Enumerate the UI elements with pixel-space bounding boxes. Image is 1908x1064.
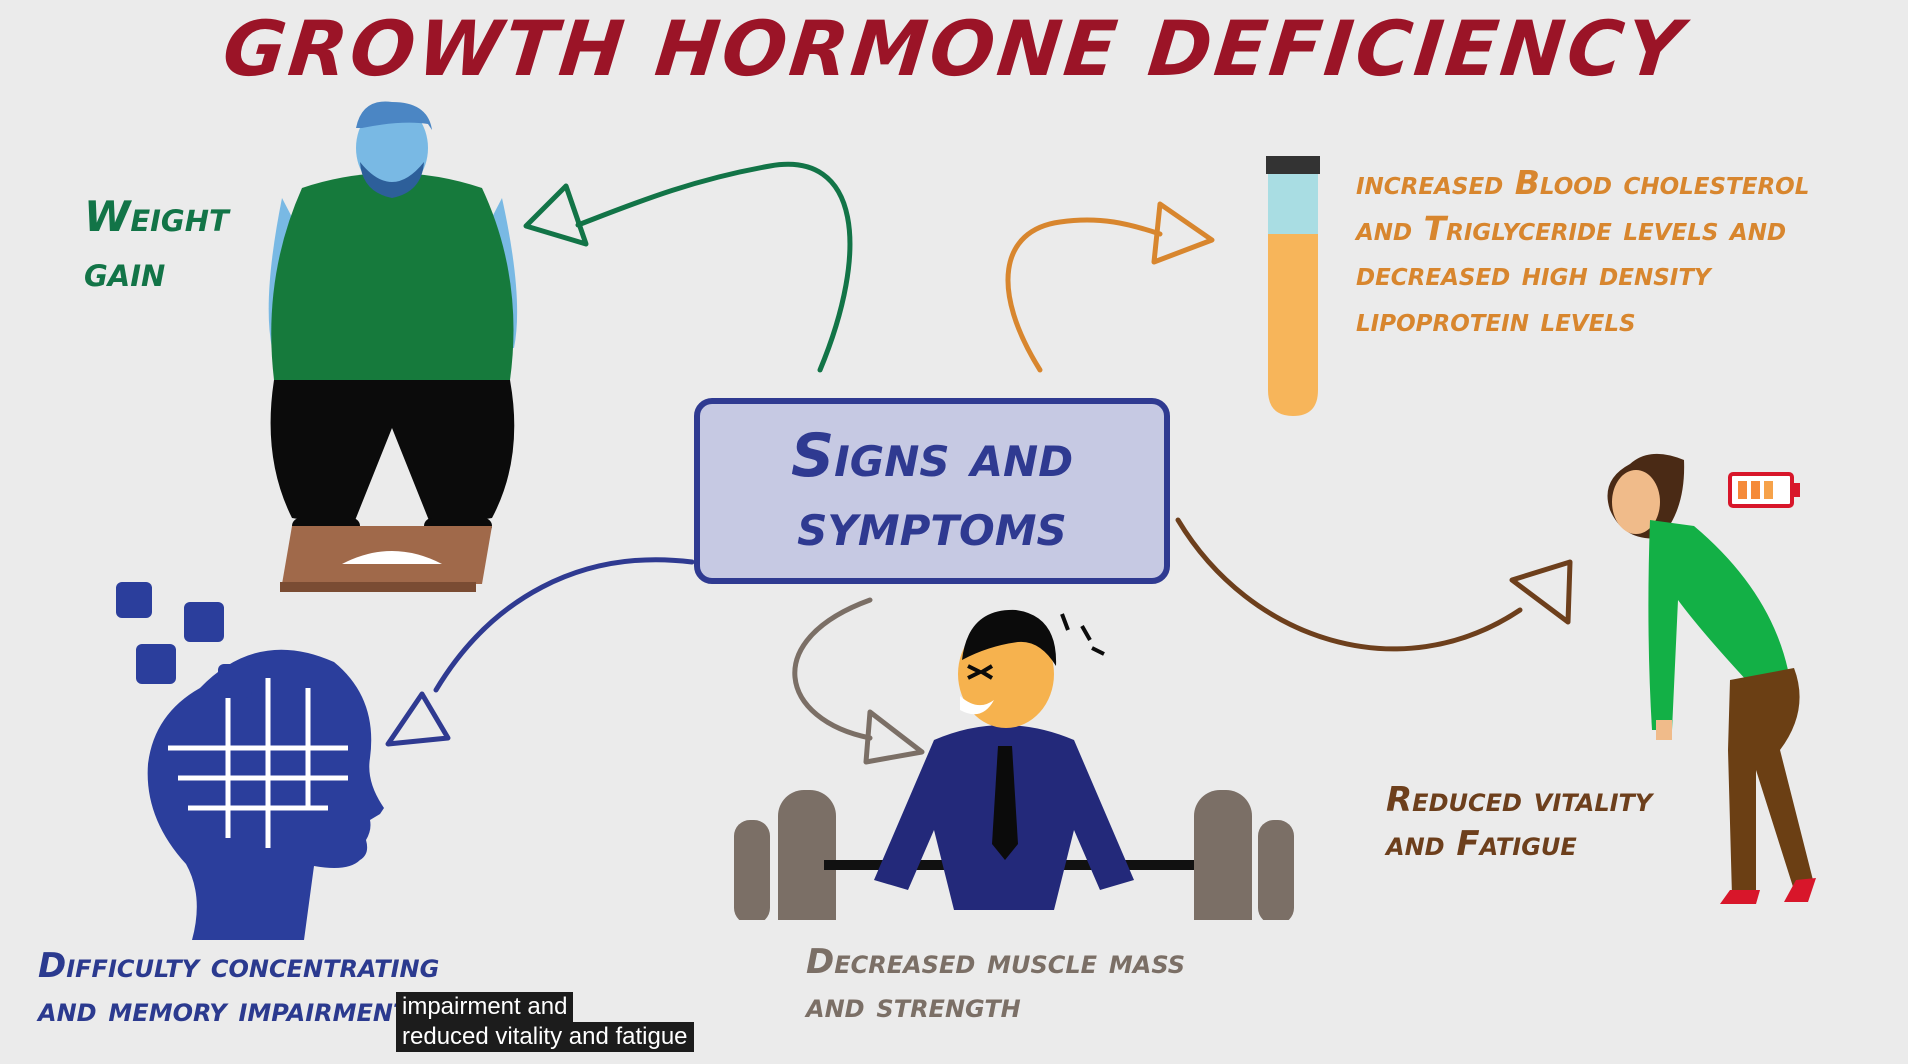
tired-woman-icon	[1607, 453, 1816, 904]
weight-gain-label: Weight gain	[84, 192, 229, 296]
arrow-to-concentration	[385, 557, 695, 747]
overweight-man-on-scale-icon	[268, 101, 518, 592]
caption-line-2: reduced vitality and fatigue	[396, 1022, 694, 1052]
concentration-label: Difficulty concentrating and memory impa…	[38, 946, 440, 1031]
arrow-to-cholesterol	[1005, 201, 1215, 373]
signs-and-symptoms-box: Signs and symptoms	[694, 398, 1170, 584]
fatigue-label: Reduced vitality and Fatigue	[1386, 780, 1653, 865]
caption-line-1: impairment and	[396, 992, 574, 1022]
puzzle-head-icon	[116, 582, 384, 940]
low-battery-icon	[1728, 472, 1800, 508]
arrow-to-weight-gain	[523, 161, 853, 373]
arrow-to-fatigue	[1175, 517, 1573, 652]
muscle-label: Decreased muscle mass and strength	[806, 942, 1186, 1027]
arrow-to-muscle	[792, 597, 925, 765]
weightlifter-icon	[734, 609, 1294, 920]
center-box-text: Signs and symptoms	[790, 421, 1074, 560]
test-tube-icon	[1266, 156, 1320, 416]
cholesterol-label: increased Blood cholesterol and Triglyce…	[1356, 163, 1810, 339]
subtitle-caption: impairment and reduced vitality and fati…	[396, 992, 694, 1052]
